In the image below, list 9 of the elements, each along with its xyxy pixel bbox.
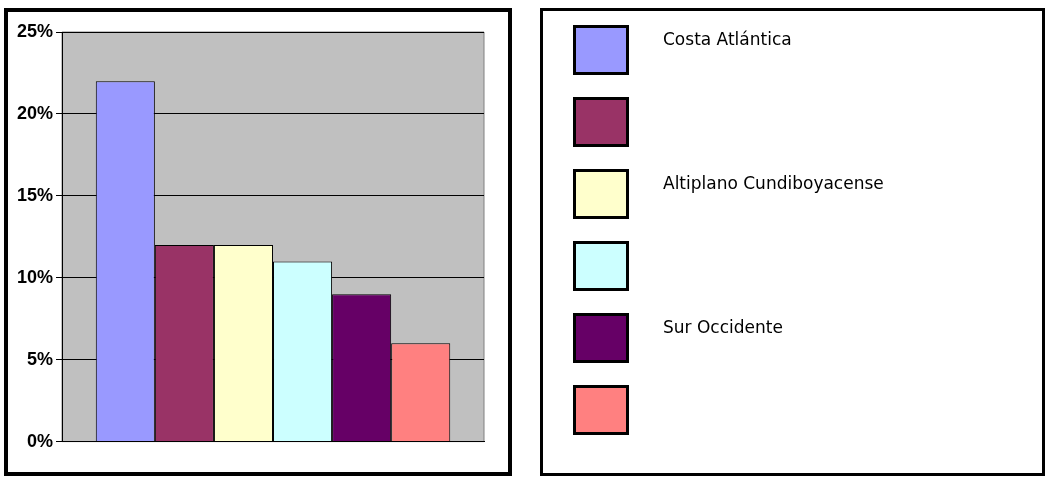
y-tick-label: 0% [27,430,54,451]
y-tick-label: 5% [27,348,54,369]
y-tick-label: 20% [17,102,54,123]
text: Sur Occidente [663,317,783,337]
y-tick-label: 25% [17,20,54,41]
text: Altiplano Cundiboyacense [663,173,884,193]
text: Costa Atlántica [663,29,792,49]
y-tick-label: 15% [17,184,54,205]
y-tick-label: 10% [17,266,54,287]
